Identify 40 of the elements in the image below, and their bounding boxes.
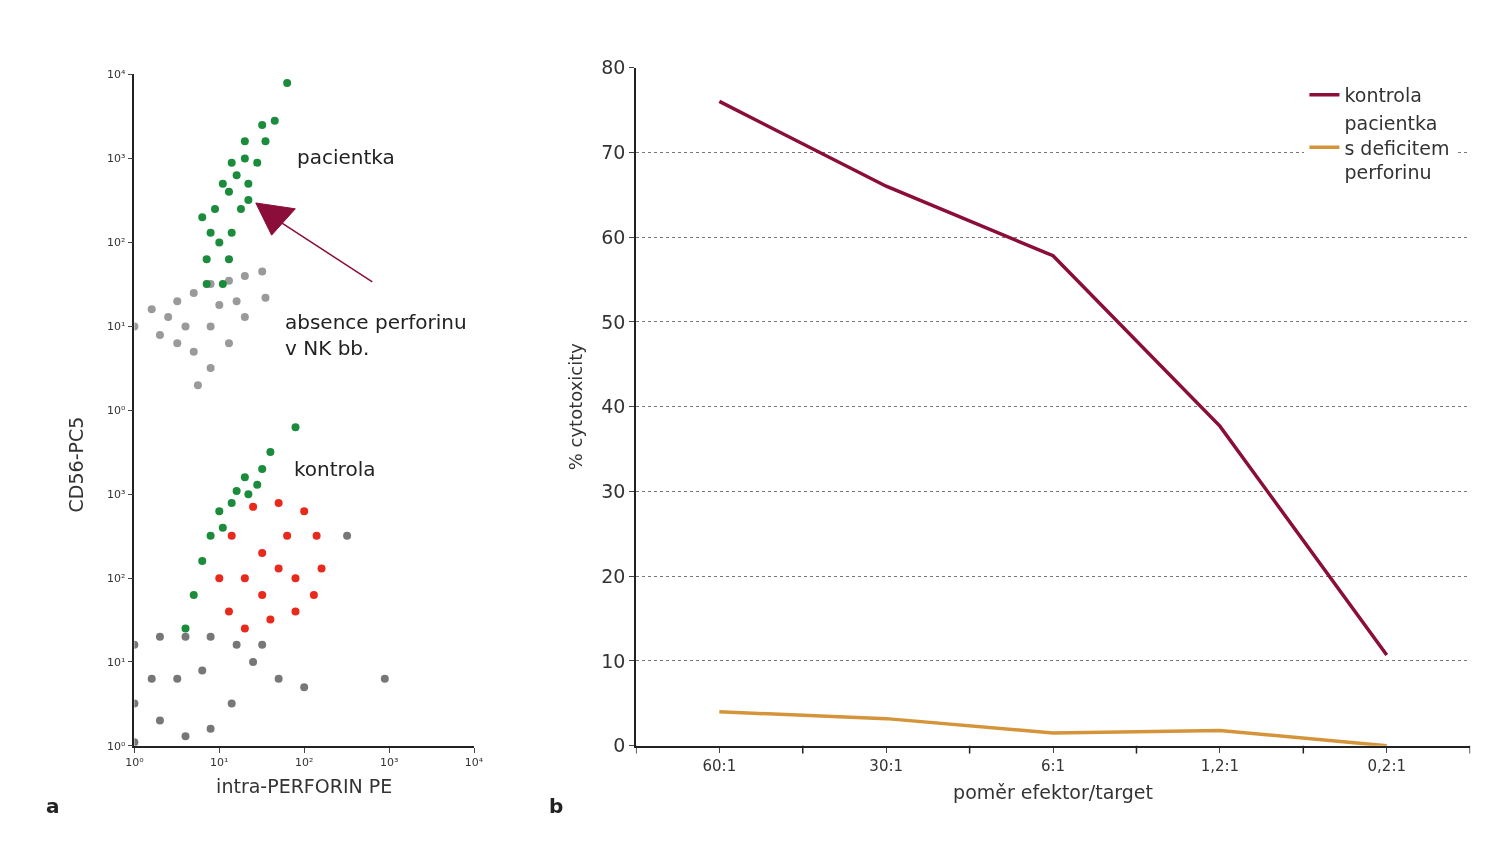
y-tick-label: 10³ <box>107 152 126 166</box>
y-tick-label: 10⁰ <box>107 404 127 418</box>
y-tick-label: 10² <box>107 236 126 250</box>
x-tick-label: 10⁴ <box>464 755 484 769</box>
y-tick-label: 60 <box>601 225 626 248</box>
y-tick-label: 80 <box>601 56 626 79</box>
y-tick-label: 10 <box>601 649 626 672</box>
annotation: pacientka <box>297 145 395 169</box>
y-tick-label: 10⁰ <box>107 739 127 753</box>
x-tick-label: 10³ <box>379 755 399 769</box>
x-tick-label: 10¹ <box>210 755 229 769</box>
x-tick-label: 10² <box>294 755 314 769</box>
y-tick-label: 10⁴ <box>107 68 127 82</box>
y-tick-label: 10¹ <box>107 655 126 669</box>
x-tick-label: 0,2:1 <box>1367 756 1406 775</box>
x-tick-label: 10⁰ <box>125 755 145 769</box>
annotation: absence perforinu v NK bb. <box>285 310 467 360</box>
y-tick-label: 30 <box>601 480 626 503</box>
y-tick-label: 40 <box>601 395 626 418</box>
y-axis-title: CD56-PC5 <box>65 416 88 513</box>
x-tick-label: 6:1 <box>1040 756 1066 775</box>
text: b <box>549 794 564 818</box>
x-axis-title: intra-PERFORIN PE <box>216 775 393 798</box>
line-series <box>717 710 1389 746</box>
legend-label: kontrola <box>1344 84 1422 107</box>
x-tick-label: 30:1 <box>869 756 904 775</box>
y-tick-label: 50 <box>601 310 626 333</box>
x-tick-label: 1,2:1 <box>1200 756 1240 775</box>
annotation: kontrola <box>294 457 376 481</box>
y-tick-label: 0 <box>613 734 626 757</box>
y-axis-title: % cytotoxicity <box>564 342 586 471</box>
y-tick-label: 10² <box>107 572 126 585</box>
x-axis-title: poměr efektor/target <box>953 780 1153 803</box>
y-tick-label: 10³ <box>107 488 126 502</box>
legend-label: pacientka s deficitem perforinu <box>1344 111 1450 184</box>
y-tick-label: 70 <box>601 140 626 163</box>
y-tick-label: 10¹ <box>107 320 126 334</box>
text: a <box>46 794 60 818</box>
x-tick-label: 60:1 <box>702 756 737 775</box>
y-tick-label: 20 <box>601 564 626 587</box>
